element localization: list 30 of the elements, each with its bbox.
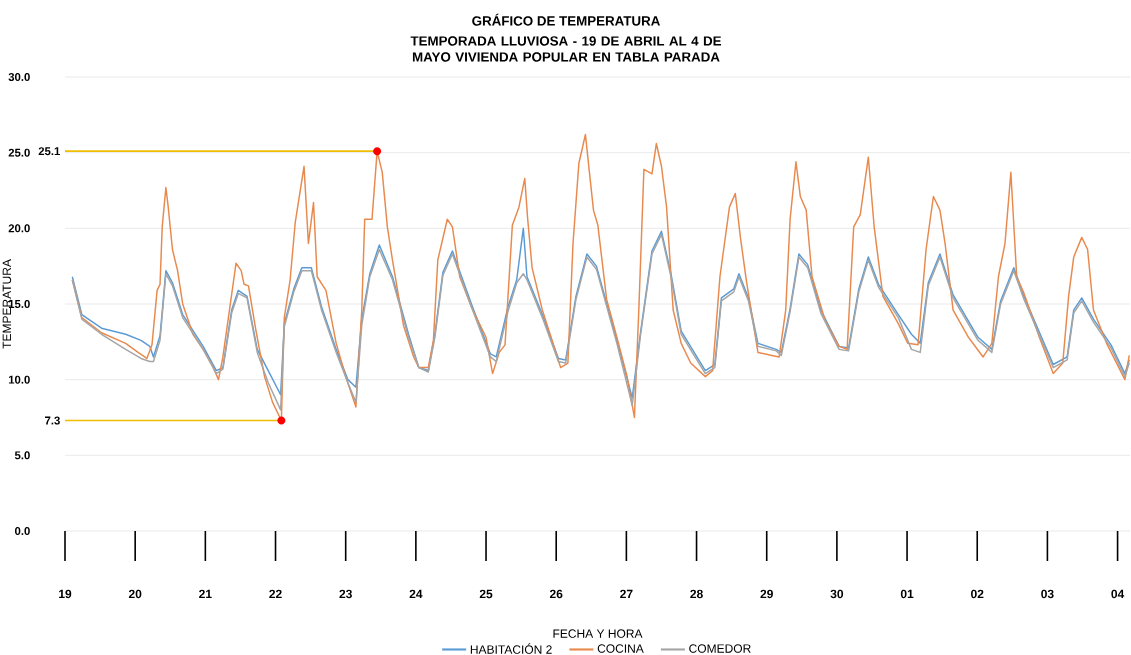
y-tick-label: 10.0 (8, 375, 30, 384)
x-tick-label: 20 (128, 589, 142, 599)
x-tick-label: 01 (900, 589, 914, 599)
x-tick-label: 28 (690, 589, 703, 599)
x-tick-label: 25 (479, 589, 493, 599)
x-tick-label: 23 (339, 589, 352, 599)
y-tick-label: 20.0 (8, 224, 30, 233)
chart-subtitle: TEMPORADA LLUVIOSA - 19 DE ABRIL AL 4 DE MAYO VIVIENDA POPULAR EN TABLA PARADA (410, 36, 722, 62)
x-tick-label: 04 (1111, 589, 1125, 599)
x-tick-label: 21 (199, 589, 212, 599)
x-tick-label: 27 (620, 589, 633, 599)
x-tick-label: 29 (760, 589, 773, 599)
legend-label: HABITACIÓN 2 (470, 643, 552, 654)
x-axis-title: FECHA Y HORA (553, 629, 643, 638)
x-tick-label: 19 (59, 589, 72, 599)
y-tick-label: 25.0 (8, 148, 30, 157)
legend-label: COMEDOR (689, 644, 751, 653)
chart-title: GRÁFICO DE TEMPERATURA (472, 13, 660, 26)
y-tick-label: 30.0 (8, 72, 30, 82)
legend-label: COCINA (597, 644, 644, 653)
y-tick-label: 5.0 (14, 451, 30, 460)
y-tick-label: 0.0 (14, 526, 30, 535)
x-tick-label: 30 (830, 589, 844, 599)
x-tick-label: 22 (269, 589, 282, 599)
x-tick-label: 26 (549, 589, 563, 599)
x-tick-label: 24 (409, 589, 423, 599)
x-tick-label: 02 (971, 589, 984, 599)
x-tick-label: 03 (1041, 589, 1054, 599)
annotation: 7.3 (45, 416, 60, 425)
annotation: 25.1 (38, 147, 60, 156)
